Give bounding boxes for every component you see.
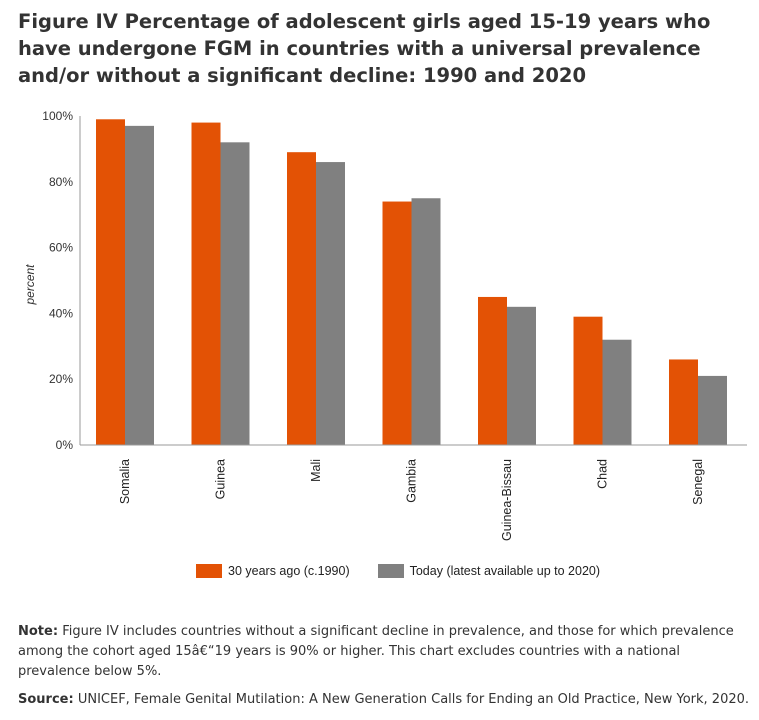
bars (96, 119, 727, 446)
legend-item-today: Today (latest available up to 2020) (377, 564, 601, 578)
x-tick-label: Guinea-Bissau (500, 459, 514, 541)
y-axis: 0% 20% 40% 60% 80% 100% (42, 109, 81, 452)
x-tick-label: Mali (309, 459, 323, 482)
y-tick-label: 100% (42, 109, 73, 123)
y-tick-label: 80% (49, 175, 73, 189)
y-tick-label: 20% (49, 372, 73, 386)
chart-note: Note: Figure IV includes countries witho… (18, 622, 748, 682)
y-axis-title: percent (23, 264, 37, 306)
bar-mali-today (316, 162, 345, 445)
bar-guinea-bissau-today (507, 306, 536, 445)
x-tick-label: Senegal (691, 459, 705, 505)
legend-swatch-today (377, 564, 404, 578)
source-text: UNICEF, Female Genital Mutilation: A New… (77, 692, 750, 707)
x-tick-label: Guinea (214, 459, 228, 499)
bar-senegal-1990 (669, 359, 698, 445)
bar-guinea-bissau-1990 (478, 296, 507, 445)
bar-chad-1990 (573, 316, 603, 445)
note-label: Note: (18, 624, 59, 639)
bar-gambia-1990 (382, 201, 412, 445)
bar-guinea-today (220, 142, 250, 445)
bar-somalia-1990 (96, 119, 125, 445)
legend-label-today: Today (latest available up to 2020) (409, 564, 601, 578)
bar-chad-today (602, 339, 632, 445)
legend-swatch-1990 (196, 564, 222, 578)
x-tick-label: Gambia (405, 459, 419, 503)
legend-item-1990: 30 years ago (c.1990) (196, 564, 350, 578)
bar-senegal-today (698, 375, 727, 445)
bar-somalia-today (125, 125, 154, 446)
bar-gambia-today (411, 198, 441, 445)
figure-label: Figure IV (18, 10, 118, 33)
note-text: Figure IV includes countries without a s… (18, 624, 734, 679)
y-tick-label: 0% (56, 438, 74, 452)
legend: 30 years ago (c.1990) Today (latest avai… (196, 564, 628, 578)
y-tick-label: 60% (49, 241, 73, 255)
chart-title: Figure IV Percentage of adolescent girls… (18, 8, 748, 89)
bar-mali-1990 (287, 152, 316, 445)
title-text: Percentage of adolescent girls aged 15-1… (18, 10, 711, 87)
source-label: Source: (18, 692, 74, 707)
x-axis: Somalia Guinea Mali Gambia Guinea-Bissau Chad… (80, 444, 747, 541)
y-tick-label: 40% (49, 306, 73, 320)
bar-chart: 0% 20% 40% 60% 80% 100% Somalia Guinea Mali Gamb… (23, 109, 747, 541)
legend-label-1990: 30 years ago (c.1990) (228, 564, 350, 578)
chart-source: Source: UNICEF, Female Genital Mutilatio… (18, 690, 753, 710)
x-tick-label: Somalia (118, 459, 132, 504)
x-tick-label: Chad (596, 459, 610, 489)
bar-guinea-1990 (191, 122, 221, 445)
